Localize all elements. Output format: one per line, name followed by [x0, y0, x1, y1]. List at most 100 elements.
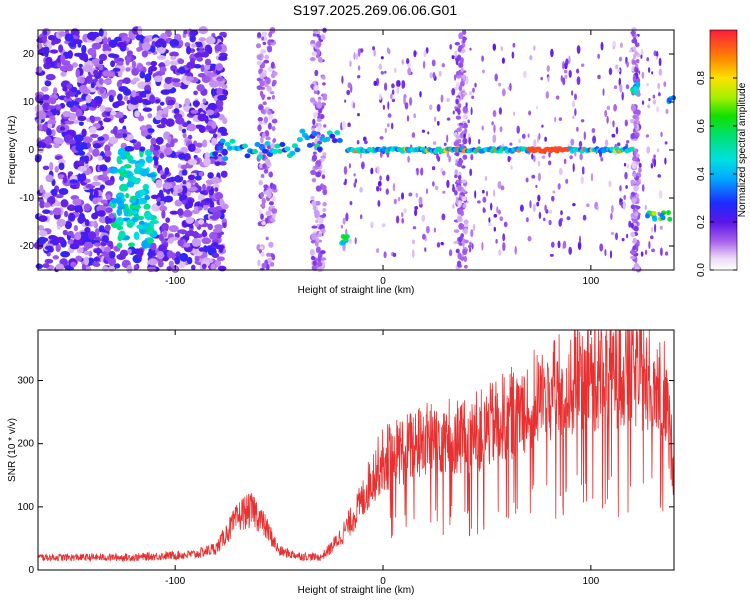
- heatmap-cell: [391, 98, 396, 103]
- heatmap-cell: [382, 104, 386, 111]
- heatmap-cell: [632, 86, 638, 92]
- heatmap-cell: [182, 209, 193, 218]
- heatmap-cell: [211, 137, 218, 147]
- heatmap-cell: [647, 67, 651, 73]
- heatmap-cell: [125, 67, 131, 72]
- heatmap-cell: [180, 164, 188, 170]
- heatmap-cell: [170, 138, 175, 148]
- heatmap-cell: [354, 178, 358, 184]
- heatmap-cell: [71, 62, 78, 68]
- heatmap-cell: [188, 186, 198, 192]
- heatmap-cell: [270, 61, 275, 69]
- heatmap-cell: [459, 159, 464, 164]
- heatmap-cell: [401, 80, 406, 89]
- heatmap-cell: [156, 201, 161, 206]
- heatmap-cell: [453, 229, 460, 233]
- heatmap-cell: [401, 217, 405, 224]
- heatmap-cell: [347, 82, 352, 89]
- heatmap-cell: [257, 259, 261, 267]
- heatmap-cell: [519, 204, 524, 212]
- heatmap-cell: [117, 205, 126, 210]
- heatmap-cell: [177, 239, 184, 247]
- heatmap-cell: [125, 192, 130, 199]
- heatmap-cell: [456, 127, 462, 133]
- heatmap-cell: [509, 82, 512, 92]
- heatmap-cell: [441, 213, 446, 221]
- heatmap-cell: [56, 62, 62, 68]
- heatmap-cell: [390, 93, 393, 100]
- heatmap-cell: [644, 205, 647, 210]
- heatmap-cell: [537, 172, 541, 182]
- heatmap-cell: [571, 90, 574, 96]
- heatmap-cell: [218, 55, 228, 61]
- heatmap-cell: [117, 147, 126, 157]
- heatmap-cell: [392, 252, 397, 258]
- heatmap-cell: [484, 176, 488, 181]
- heatmap-cell: [109, 251, 116, 259]
- heatmap-cell: [159, 66, 167, 73]
- heatmap-cell: [137, 249, 143, 259]
- heatmap-cell: [42, 165, 50, 170]
- heatmap-cell: [394, 67, 397, 74]
- heatmap-cell: [657, 174, 662, 178]
- heatmap-cell: [43, 46, 49, 51]
- heatmap-cell: [460, 67, 464, 73]
- heatmap-cell: [320, 35, 326, 40]
- heatmap-cell: [626, 164, 630, 169]
- heatmap-cell: [360, 161, 365, 170]
- heatmap-cell: [565, 178, 569, 184]
- heatmap-cell: [532, 203, 536, 213]
- heatmap-cell: [88, 231, 97, 240]
- heatmap-cell: [58, 44, 64, 53]
- heatmap-cell: [455, 115, 462, 120]
- heatmap-cell: [260, 136, 264, 144]
- heatmap-cell: [455, 159, 458, 165]
- heatmap-cell: [646, 146, 651, 154]
- heatmap-cell: [209, 201, 215, 209]
- heatmap-cell: [463, 264, 468, 269]
- heatmap-cell: [79, 84, 88, 93]
- heatmap-cell: [99, 164, 108, 172]
- heatmap-cell: [482, 69, 485, 74]
- heatmap-cell: [60, 250, 71, 258]
- heatmap-cell: [255, 43, 262, 49]
- heatmap-cell: [39, 184, 44, 194]
- heatmap-cell: [271, 126, 276, 132]
- heatmap-cell: [142, 107, 153, 112]
- heatmap-cell: [469, 241, 472, 246]
- heatmap-cell: [610, 231, 615, 236]
- heatmap-cell: [458, 84, 463, 92]
- heatmap-cell: [533, 139, 537, 148]
- heatmap-cell: [93, 189, 99, 198]
- heatmap-cell: [187, 174, 196, 181]
- heatmap-cell: [574, 93, 577, 101]
- heatmap-cell: [317, 216, 321, 222]
- heatmap-cell: [411, 249, 415, 259]
- heatmap-cell: [490, 202, 493, 211]
- heatmap-cell: [633, 185, 639, 192]
- heatmap-cell: [214, 224, 224, 230]
- snr-y-axis-label: SNR (10 * v/v): [7, 418, 18, 482]
- heatmap-cell: [630, 191, 636, 197]
- heatmap-cell: [656, 105, 660, 113]
- heatmap-cell: [340, 224, 344, 229]
- heatmap-cell: [98, 64, 104, 71]
- heatmap-cell: [616, 142, 621, 147]
- heatmap-cell: [658, 57, 662, 67]
- heatmap-cell: [623, 194, 627, 201]
- heatmap-cell: [51, 40, 56, 46]
- heatmap-cell: [379, 175, 382, 181]
- heatmap-cell: [49, 161, 54, 171]
- heatmap-cell: [64, 120, 75, 125]
- heatmap-cell: [268, 31, 273, 38]
- heatmap-cell: [65, 91, 71, 99]
- heatmap-cell: [212, 133, 218, 139]
- heatmap-cell: [182, 199, 187, 205]
- heatmap-cell: [549, 209, 553, 214]
- heatmap-cell: [648, 98, 651, 102]
- heatmap-cell: [630, 232, 636, 238]
- heatmap-cell: [162, 230, 168, 238]
- heatmap-cell: [42, 263, 50, 269]
- heatmap-cell: [266, 85, 272, 92]
- heatmap-cell: [634, 118, 639, 123]
